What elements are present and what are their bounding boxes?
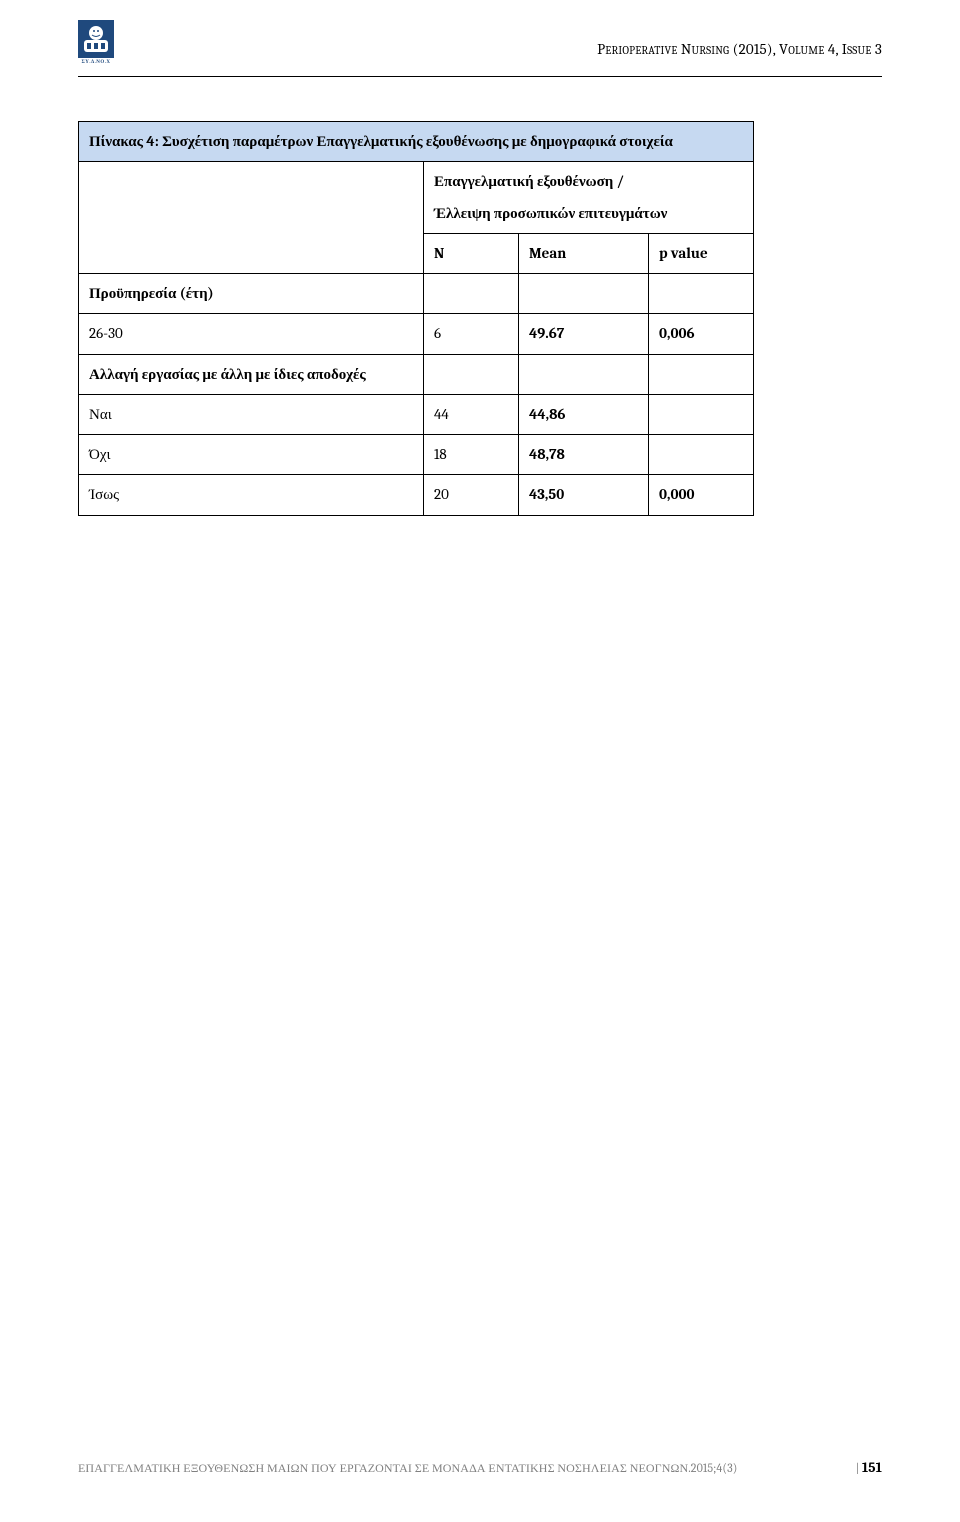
journal-logo: ΣΥ.Δ.ΝΟ.Χ — [78, 20, 114, 66]
page: ΣΥ.Δ.ΝΟ.Χ Perioperative Nursing (2015), … — [0, 0, 960, 1522]
table-title: Πίνακας 4: Συσχέτιση παραμέτρων Επαγγελμ… — [79, 122, 754, 162]
table-subheading-row: Επαγγελματική εξουθένωση / Έλλειψη προσω… — [79, 162, 754, 234]
empty-cell — [79, 162, 424, 274]
footer: ΕΠΑΓΓΕΛΜΑΤΙΚΗ ΕΞΟΥΘΕΝΩΣΗ ΜΑΙΩΝ ΠΟΥ ΕΡΓΑΖ… — [78, 1459, 882, 1476]
table-subheading: Επαγγελματική εξουθένωση / Έλλειψη προσω… — [424, 162, 754, 234]
footer-right: | 151 — [855, 1459, 882, 1476]
row-n: 44 — [424, 394, 519, 434]
table-row: Όχι 18 48,78 — [79, 435, 754, 475]
row-n — [424, 274, 519, 314]
col-mean: Mean — [519, 233, 649, 273]
row-label: Ναι — [79, 394, 424, 434]
footer-left: ΕΠΑΓΓΕΛΜΑΤΙΚΗ ΕΞΟΥΘΕΝΩΣΗ ΜΑΙΩΝ ΠΟΥ ΕΡΓΑΖ… — [78, 1461, 737, 1476]
row-label: Ίσως — [79, 475, 424, 515]
col-pvalue: p value — [649, 233, 754, 273]
row-mean: 43,50 — [519, 475, 649, 515]
logo-icon — [78, 20, 114, 58]
col-n: N — [424, 233, 519, 273]
row-label: Προϋπηρεσία (έτη) — [79, 274, 424, 314]
table-row: 26-30 6 49.67 0,006 — [79, 314, 754, 354]
table-title-row: Πίνακας 4: Συσχέτιση παραμέτρων Επαγγελμ… — [79, 122, 754, 162]
row-mean — [519, 354, 649, 394]
row-label: 26-30 — [79, 314, 424, 354]
row-pvalue — [649, 274, 754, 314]
row-mean: 48,78 — [519, 435, 649, 475]
logo-abbrev: ΣΥ.Δ.ΝΟ.Χ — [81, 59, 110, 65]
row-n: 20 — [424, 475, 519, 515]
row-pvalue: 0,006 — [649, 314, 754, 354]
table-row: Ίσως 20 43,50 0,000 — [79, 475, 754, 515]
subheading-line2: Έλλειψη προσωπικών επιτευγμάτων — [434, 202, 743, 225]
row-n — [424, 354, 519, 394]
table-4: Πίνακας 4: Συσχέτιση παραμέτρων Επαγγελμ… — [78, 121, 754, 516]
page-number: 151 — [862, 1459, 882, 1476]
row-mean: 49.67 — [519, 314, 649, 354]
row-pvalue — [649, 354, 754, 394]
row-mean: 44,86 — [519, 394, 649, 434]
row-label: Όχι — [79, 435, 424, 475]
table-row: Αλλαγή εργασίας με άλλη με ίδιες αποδοχέ… — [79, 354, 754, 394]
row-mean — [519, 274, 649, 314]
header-rule — [78, 76, 882, 77]
table-row: Ναι 44 44,86 — [79, 394, 754, 434]
row-pvalue — [649, 394, 754, 434]
table-row: Προϋπηρεσία (έτη) — [79, 274, 754, 314]
header-row: ΣΥ.Δ.ΝΟ.Χ Perioperative Nursing (2015), … — [78, 20, 882, 66]
row-pvalue — [649, 435, 754, 475]
row-pvalue: 0,000 — [649, 475, 754, 515]
subheading-line1: Επαγγελματική εξουθένωση / — [434, 170, 743, 193]
journal-title: Perioperative Nursing (2015), Volume 4, … — [597, 20, 882, 58]
row-n: 18 — [424, 435, 519, 475]
row-n: 6 — [424, 314, 519, 354]
row-label: Αλλαγή εργασίας με άλλη με ίδιες αποδοχέ… — [79, 354, 424, 394]
